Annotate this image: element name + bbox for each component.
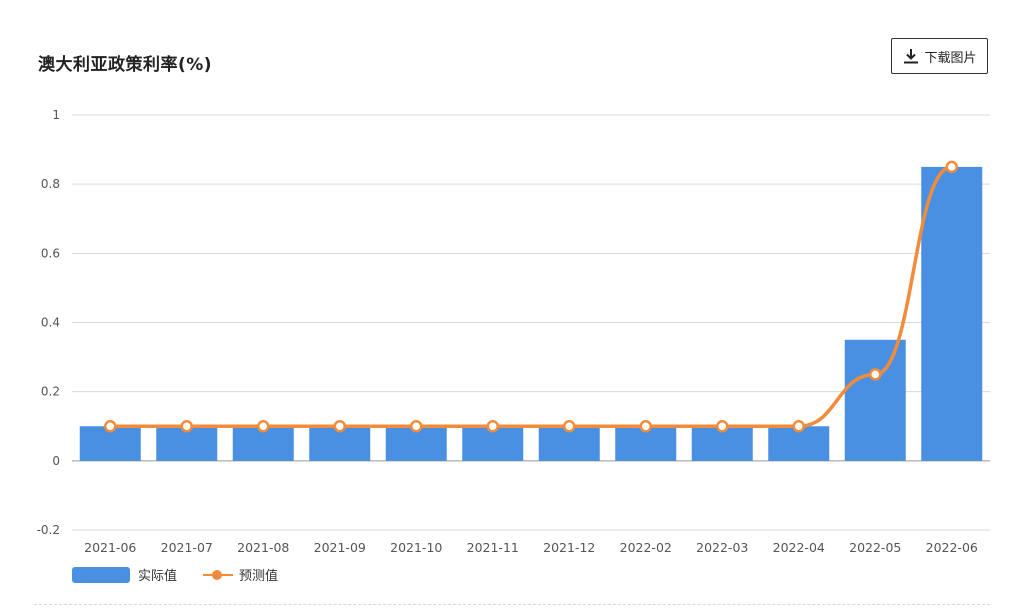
x-tick-label: 2022-02 [620,540,672,555]
x-tick-label: 2021-06 [84,540,136,555]
chart-legend: 实际值 预测值 [72,565,304,584]
legend-swatch-forecast [203,567,234,583]
bar [921,166,983,461]
x-tick-label: 2021-09 [314,540,366,555]
forecast-point [410,420,423,433]
forecast-point [333,420,346,433]
y-tick-label: -0.2 [37,523,60,537]
x-tick-label: 2021-12 [543,540,595,555]
y-tick-label: 1 [52,108,60,122]
x-tick-label: 2022-04 [773,540,825,555]
legend-label-actual: 实际值 [138,569,178,584]
forecast-point [257,420,270,433]
x-tick-label: 2022-03 [696,540,748,555]
x-tick-label: 2021-11 [467,540,519,555]
y-tick-label: 0 [52,454,60,468]
forecast-point [104,420,117,433]
download-icon [904,49,919,64]
forecast-point [639,420,652,433]
x-tick-label: 2021-07 [161,540,213,555]
y-tick-label: 0.2 [41,385,60,399]
forecast-point [563,420,576,433]
forecast-point [945,160,958,174]
y-tick-label: 0.6 [41,246,60,260]
download-image-button[interactable]: 下载图片 [891,38,988,74]
forecast-point [180,420,193,433]
forecast-point [792,420,805,433]
legend-item-forecast[interactable]: 预测值 [203,565,278,584]
x-tick-label: 2021-10 [390,540,442,555]
legend-swatch-actual [72,566,130,583]
forecast-line [110,165,953,429]
forecast-point [716,420,729,433]
download-label: 下载图片 [924,50,977,66]
x-tick-label: 2022-06 [926,540,978,555]
legend-item-actual[interactable]: 实际值 [72,565,177,584]
chart-title: 澳大利亚政策利率(%) [38,55,213,75]
bottom-divider [34,604,990,605]
y-tick-label: 0.8 [41,177,60,191]
forecast-point [869,368,882,381]
x-tick-label: 2021-08 [237,540,289,555]
bar [844,339,906,461]
legend-label-forecast: 预测值 [239,569,279,584]
x-tick-label: 2022-05 [849,540,901,555]
y-tick-label: 0.4 [41,316,60,330]
forecast-point [486,420,499,433]
